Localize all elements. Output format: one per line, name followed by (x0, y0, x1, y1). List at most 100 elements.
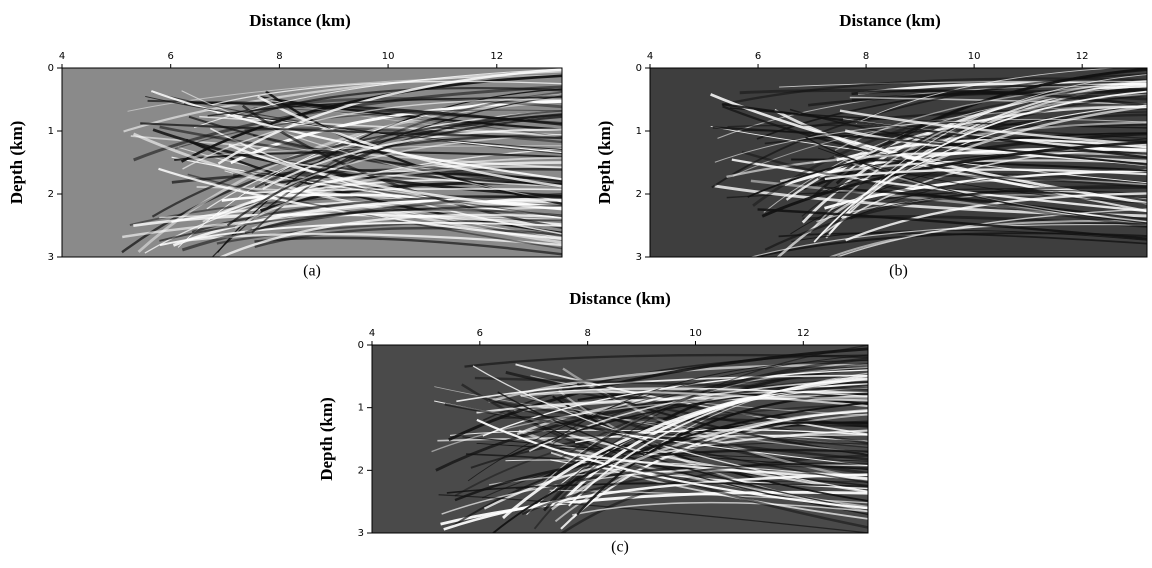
seismic-texture (710, 68, 1147, 257)
reflector (741, 150, 1147, 228)
reflector (174, 109, 562, 150)
reflector (834, 82, 1147, 151)
reflector (221, 193, 562, 209)
reflector (199, 115, 562, 136)
x-tick-label: 6 (477, 328, 483, 339)
frame (371, 344, 869, 534)
reflector (132, 132, 562, 245)
y-tick-label: 3 (48, 252, 54, 263)
reflector (244, 208, 562, 234)
reflector (431, 396, 868, 453)
reflector (182, 98, 562, 170)
reflector (824, 186, 1147, 221)
reflector (443, 473, 868, 531)
reflector (721, 77, 1147, 106)
reflector (845, 192, 1147, 242)
reflector (207, 96, 562, 117)
y-axis-title: Depth (km) (595, 121, 614, 205)
y-tick-label: 2 (636, 189, 642, 200)
reflector (551, 360, 868, 443)
y-tick-label: 1 (636, 126, 642, 137)
reflector (520, 390, 868, 408)
reflector (849, 96, 1147, 106)
frame (649, 67, 1148, 258)
reflector (712, 126, 1147, 166)
reflector (202, 156, 562, 223)
reflector (133, 213, 562, 228)
reflector (514, 397, 868, 413)
reflector (454, 403, 868, 497)
x-axis-title: Distance (km) (569, 289, 671, 308)
reflector (159, 221, 562, 247)
reflector (552, 395, 868, 502)
reflector (262, 128, 562, 190)
x-tick-label: 10 (382, 51, 395, 62)
reflector (464, 353, 868, 368)
y-axis-title: Depth (km) (317, 397, 336, 481)
caption: (c) (611, 539, 629, 556)
reflector (258, 95, 562, 131)
reflector (543, 367, 868, 512)
reflector (835, 208, 1147, 257)
reflector (488, 398, 868, 484)
reflector (218, 213, 562, 257)
x-tick-label: 4 (59, 51, 65, 62)
reflector (779, 80, 1147, 88)
y-tick-label: 1 (48, 126, 54, 137)
reflector (791, 229, 1147, 242)
x-tick-label: 10 (968, 51, 981, 62)
reflector (722, 103, 1147, 159)
y-tick-label: 2 (48, 189, 54, 200)
reflector (171, 167, 562, 184)
y-tick-label: 3 (636, 252, 642, 263)
reflector (140, 122, 562, 140)
reflector (563, 451, 868, 480)
reflector (444, 402, 868, 461)
reflector (244, 170, 562, 218)
frame (61, 67, 563, 258)
y-tick-label: 2 (358, 465, 364, 476)
reflector (840, 104, 1147, 219)
reflector (528, 387, 868, 397)
reflector (491, 402, 868, 533)
x-tick-label: 12 (490, 51, 503, 62)
reflector (824, 168, 1147, 181)
reflector (572, 501, 868, 516)
reflector (714, 118, 1147, 163)
x-tick-label: 6 (755, 51, 761, 62)
reflector (749, 224, 1147, 257)
reflector (174, 151, 562, 161)
reflector (747, 132, 1147, 198)
y-tick-label: 0 (636, 63, 642, 74)
reflector (181, 90, 562, 202)
reflector (813, 90, 1147, 243)
caption: (a) (303, 263, 321, 280)
reflector (509, 384, 868, 457)
reflector (554, 413, 868, 523)
x-tick-label: 8 (863, 51, 869, 62)
reflector (778, 232, 1147, 245)
caption: (b) (889, 263, 908, 280)
reflector (805, 136, 1147, 224)
reflector (145, 95, 562, 151)
reflector (553, 357, 868, 477)
reflector (211, 80, 562, 106)
y-tick-label: 0 (358, 340, 364, 351)
x-tick-label: 6 (168, 51, 174, 62)
reflector (217, 68, 562, 165)
reflector (440, 490, 868, 526)
reflector (809, 79, 1147, 233)
reflector (226, 115, 562, 227)
reflector (497, 391, 868, 511)
reflector (217, 88, 562, 253)
reflector (841, 74, 1147, 219)
reflector (499, 415, 868, 426)
reflector (757, 208, 1147, 240)
reflector (150, 90, 562, 181)
reflector (577, 376, 868, 425)
x-axis-title: Distance (km) (249, 11, 351, 30)
